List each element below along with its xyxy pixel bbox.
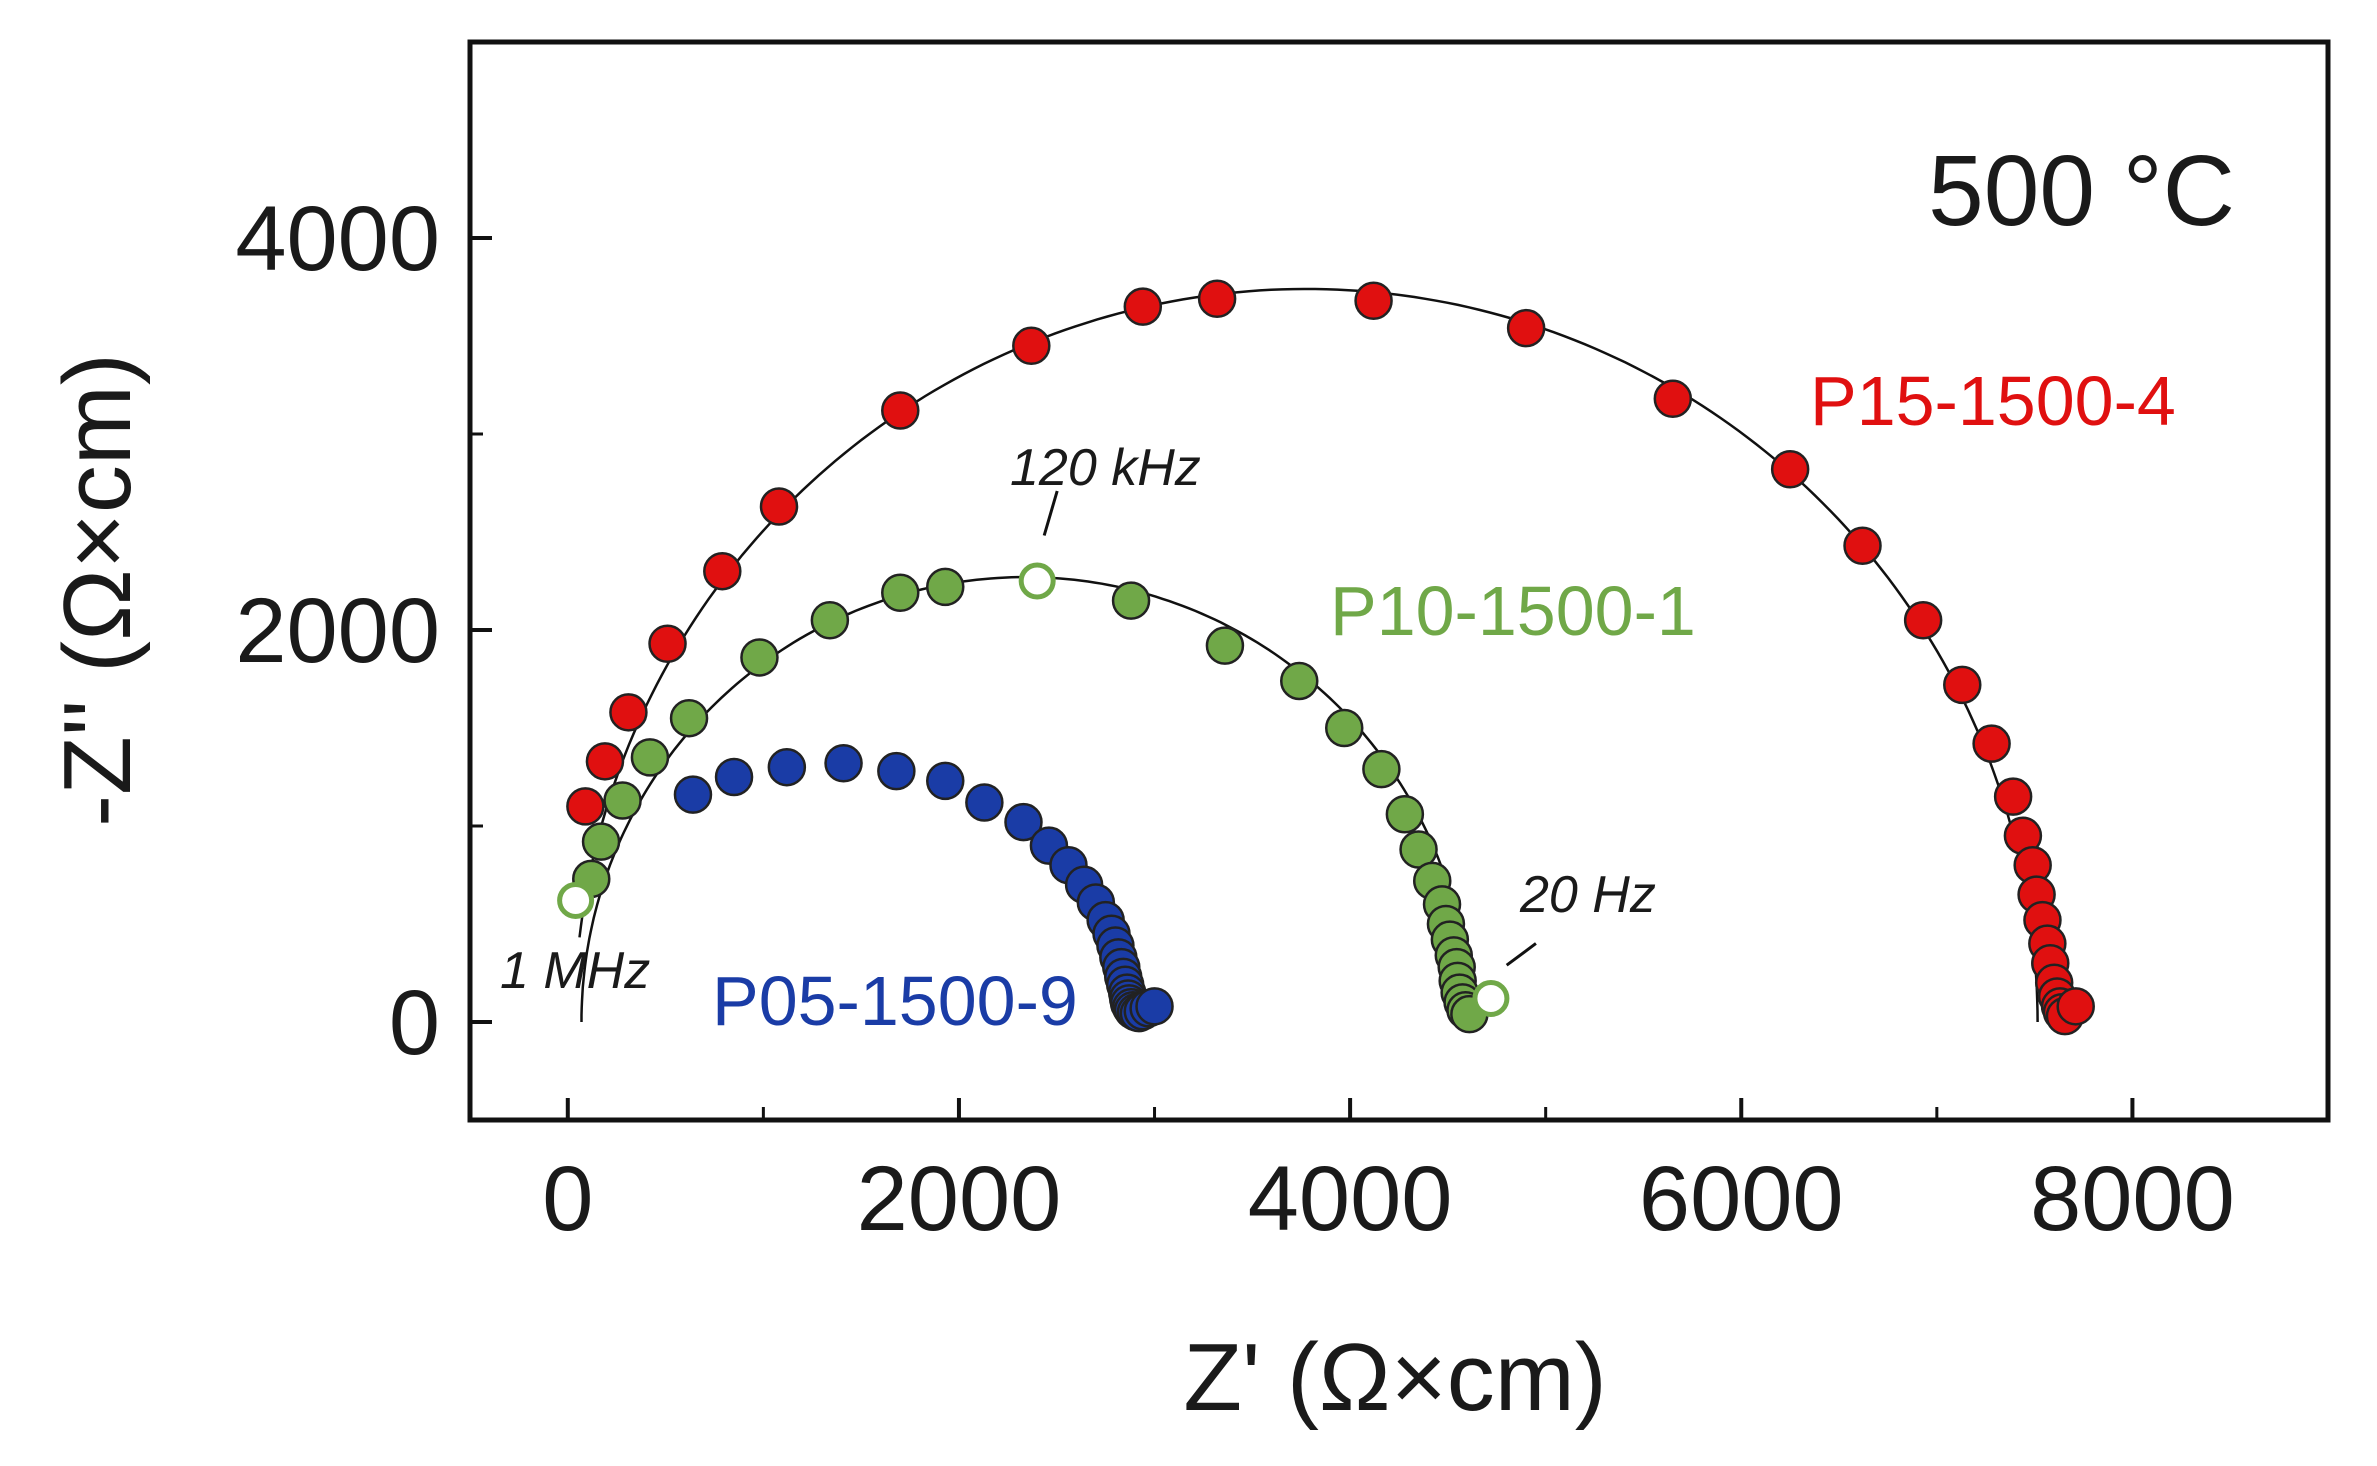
data-points [557, 279, 2095, 1036]
y-tick-label: 0 [389, 972, 440, 1074]
x-tick-label: 2000 [857, 1148, 1062, 1250]
point-series-0 [2056, 987, 2095, 1026]
point-series-2 [673, 775, 713, 814]
point-series-0 [1012, 326, 1051, 366]
open-point-series-1 [557, 881, 595, 919]
point-series-2 [1004, 802, 1043, 842]
point-series-0 [1354, 281, 1393, 320]
series-label-p05: P05-1500-9 [712, 962, 1078, 1040]
point-series-1 [1362, 749, 1401, 789]
point-series-2 [926, 761, 965, 801]
freq-label-20hz: 20 Hz [1519, 866, 1656, 924]
open-point-series-1 [1018, 562, 1056, 600]
freq-label-1mhz: 1 MHz [500, 942, 650, 1000]
point-series-0 [1993, 777, 2033, 816]
point-series-2 [824, 744, 863, 783]
point-series-0 [1197, 279, 1237, 319]
point-series-1 [926, 567, 965, 607]
point-series-0 [703, 551, 742, 591]
point-series-1 [630, 738, 670, 777]
freq-pointer [1505, 942, 1537, 967]
point-series-0 [759, 487, 799, 526]
point-series-2 [767, 747, 807, 787]
x-axis-title: Z' (Ω×cm) [1183, 1324, 1606, 1431]
point-series-1 [603, 781, 642, 820]
point-series-1 [740, 638, 779, 677]
point-series-2 [1135, 987, 1174, 1026]
point-series-0 [1843, 526, 1882, 565]
y-tick-label: 4000 [235, 188, 440, 290]
y-tick-label: 2000 [235, 580, 440, 682]
series-label-p15: P15-1500-4 [1810, 362, 2176, 440]
point-series-1 [1324, 708, 1364, 748]
point-series-1 [1205, 626, 1245, 665]
y-axis-title: -Z'' (Ω×cm) [44, 353, 151, 827]
open-point-series-1 [1472, 979, 1510, 1017]
temperature-annotation: 500 °C [1928, 135, 2235, 247]
point-series-0 [566, 787, 605, 826]
point-series-0 [881, 391, 920, 430]
freq-pointer [1042, 490, 1059, 536]
point-series-0 [1943, 665, 1982, 705]
point-series-0 [1506, 308, 1546, 348]
point-series-1 [669, 698, 709, 738]
point-series-1 [810, 600, 850, 640]
plot-frame [467, 39, 2331, 1123]
point-series-2 [965, 783, 1004, 822]
point-series-1 [581, 822, 621, 861]
point-series-0 [609, 693, 648, 732]
x-tick-label: 8000 [2030, 1148, 2235, 1250]
series-label-p10: P10-1500-1 [1330, 572, 1696, 650]
point-series-2 [714, 757, 754, 797]
point-series-0 [1903, 600, 1943, 640]
point-series-1 [1385, 794, 1425, 834]
point-series-1 [1111, 581, 1151, 620]
point-series-0 [1123, 287, 1163, 326]
freq-label-120khz: 120 kHz [1010, 439, 1201, 497]
x-tick-label: 6000 [1639, 1148, 1844, 1250]
point-series-0 [585, 742, 625, 781]
x-tick-label: 0 [542, 1148, 593, 1250]
point-series-2 [877, 751, 916, 791]
frequency-pointers [1042, 490, 1537, 967]
point-series-0 [1972, 724, 2011, 763]
point-series-0 [1653, 379, 1693, 418]
point-series-1 [881, 573, 920, 613]
axis-ticks: 0 2000 4000 6000 8000 0 2000 4000 [235, 188, 2234, 1250]
point-series-0 [648, 624, 687, 663]
point-series-1 [1280, 661, 1319, 701]
x-tick-label: 4000 [1248, 1148, 1453, 1250]
point-series-0 [1770, 450, 1810, 489]
fit-curve [578, 287, 2039, 1023]
